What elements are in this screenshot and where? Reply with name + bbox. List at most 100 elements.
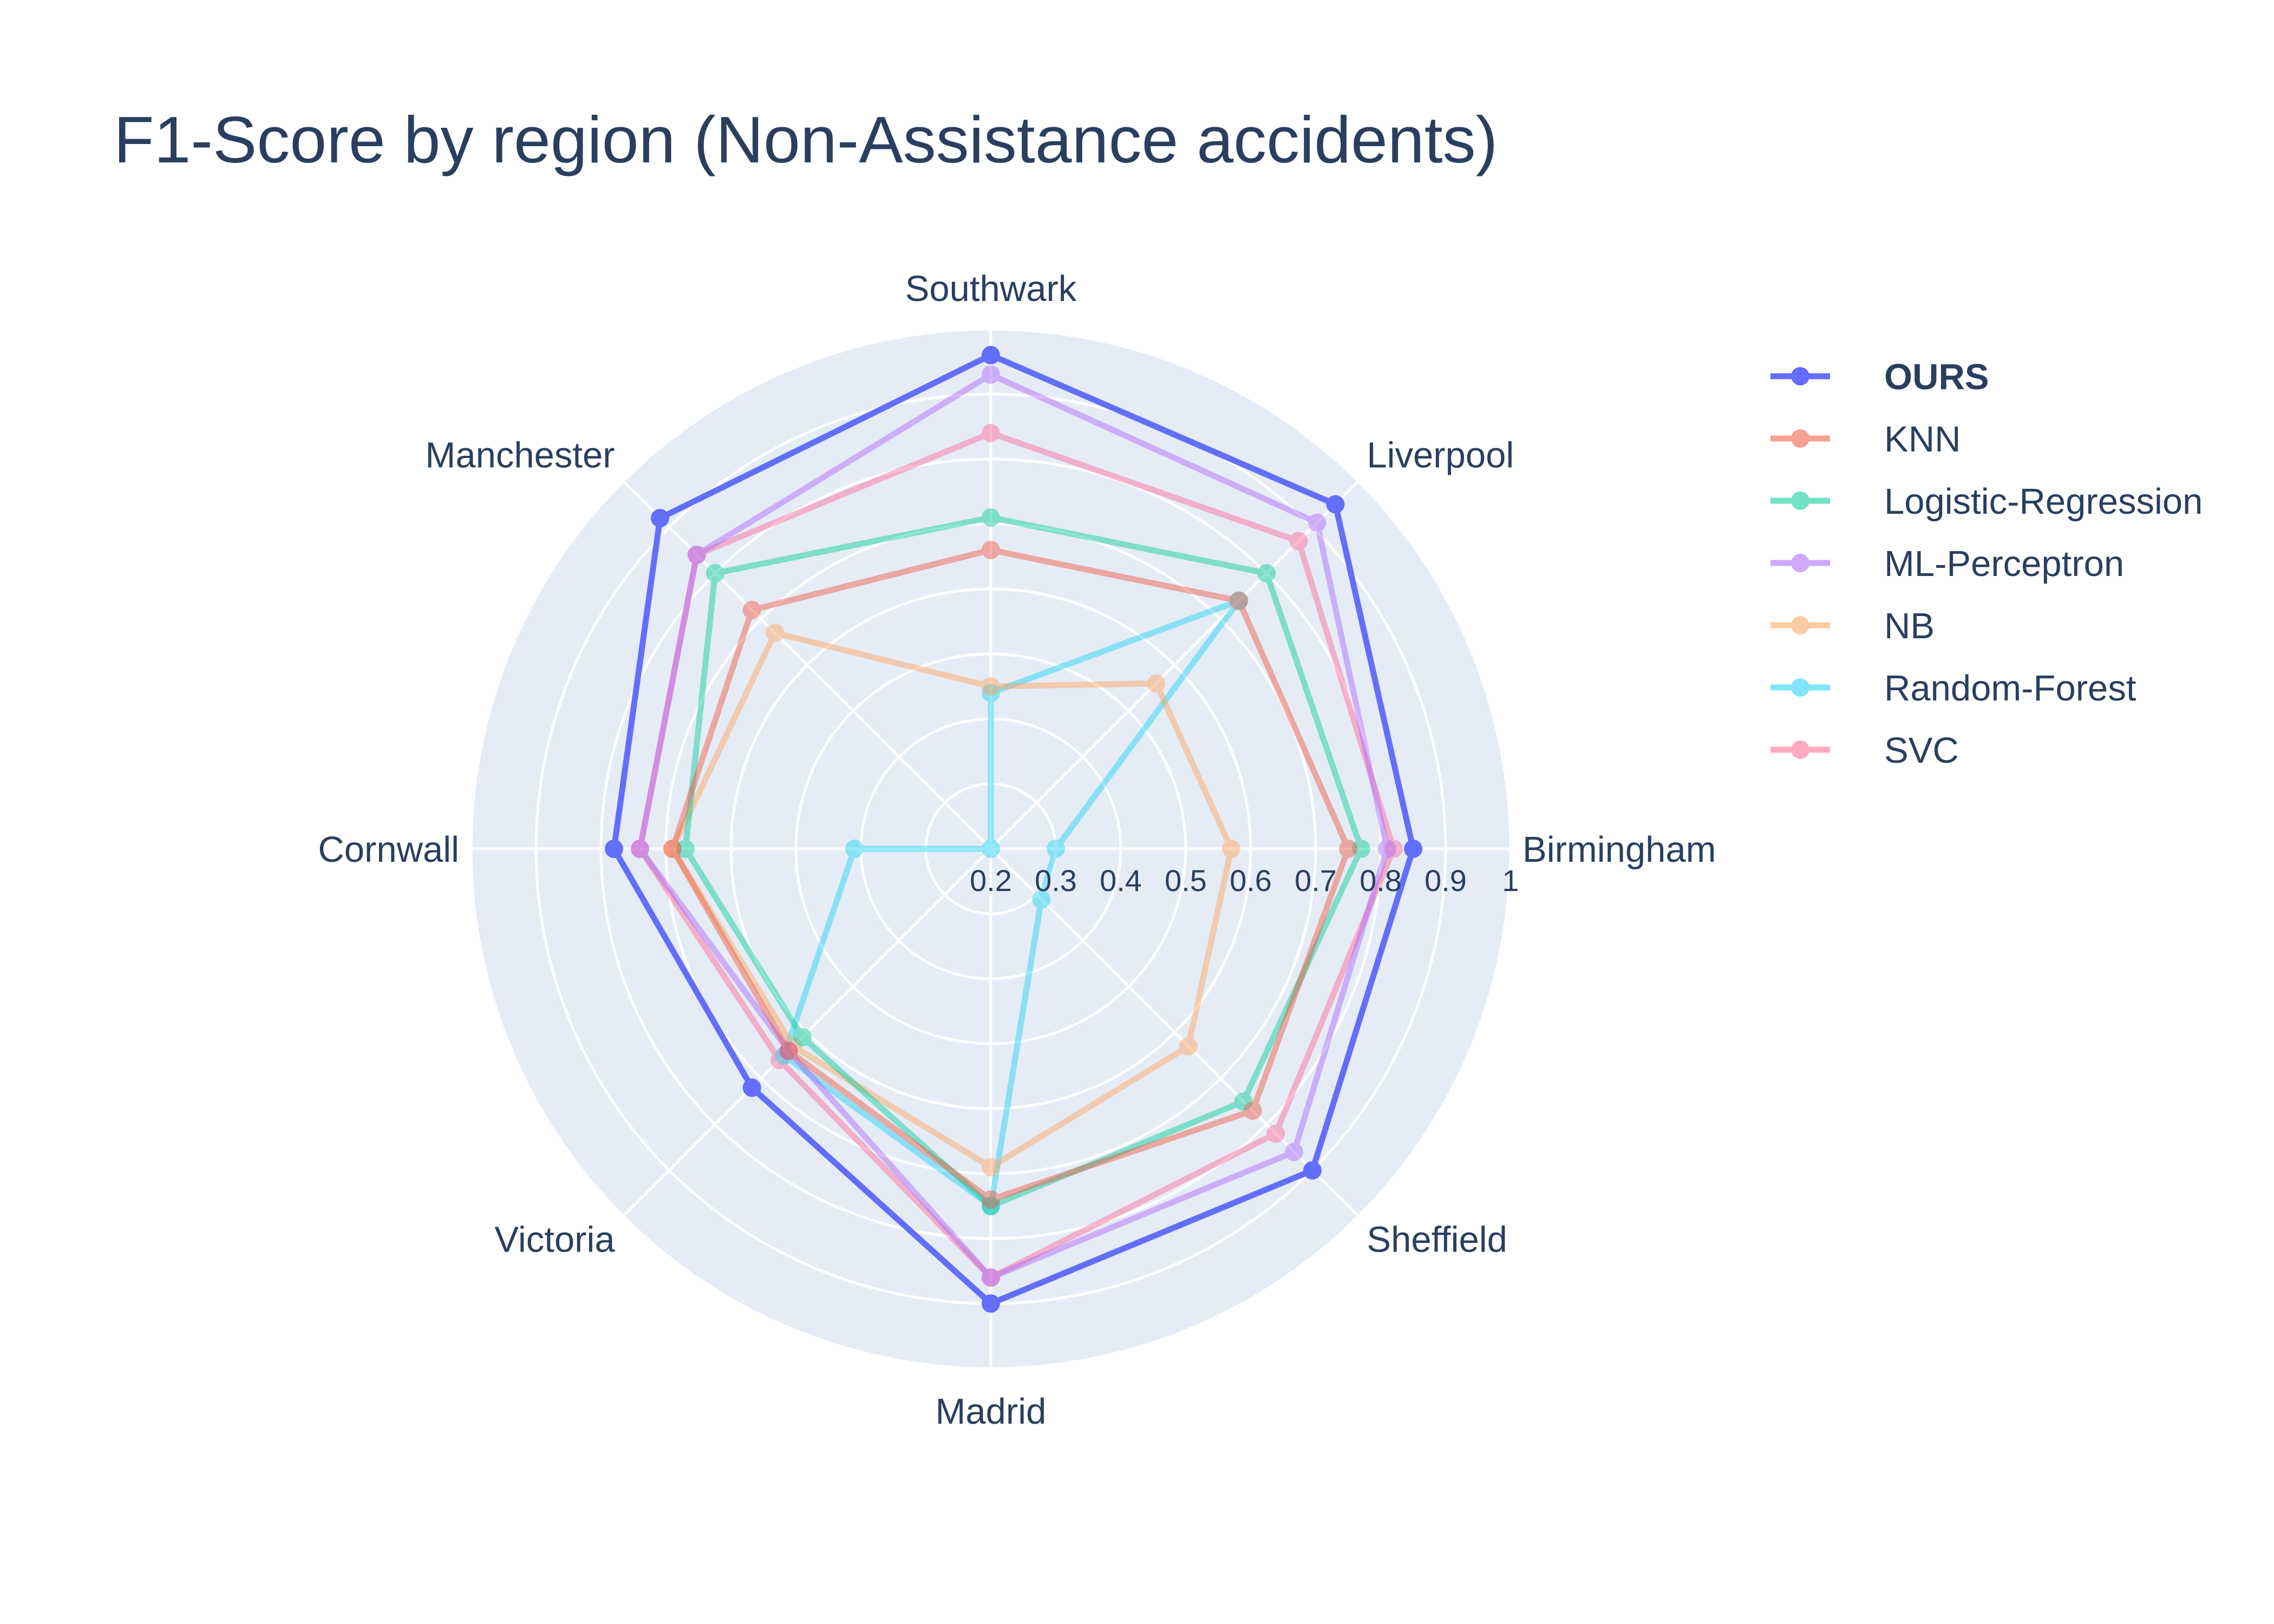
series-random-forest	[775, 591, 1249, 1215]
data-point	[742, 1078, 761, 1097]
legend-item[interactable]	[1770, 554, 1830, 572]
series-layer	[605, 346, 1422, 1313]
data-point	[793, 1027, 812, 1046]
legend-item[interactable]	[1770, 492, 1830, 510]
legend-label: Random-Forest	[1884, 668, 2136, 709]
data-point	[687, 545, 706, 564]
data-point	[982, 1197, 1000, 1215]
data-point	[1339, 840, 1357, 858]
legend-item[interactable]	[1770, 741, 1830, 759]
data-point	[779, 1042, 798, 1060]
data-point	[1289, 532, 1308, 551]
data-point	[982, 346, 1000, 364]
data-point	[1257, 564, 1276, 582]
series-svc	[631, 424, 1403, 1287]
data-point	[982, 684, 1000, 702]
category-label-southwark: Southwark	[905, 269, 1077, 309]
legend-label: SVC	[1884, 730, 1959, 771]
legend-label: OURS	[1884, 357, 1989, 397]
series-knn	[663, 541, 1357, 1209]
radial-tick-label: 0.9	[1424, 863, 1467, 898]
radial-tick-labels: 0.2 0.3 0.4 0.5 0.6 0.7 0.8 0.9 1	[970, 863, 1519, 898]
data-point	[982, 541, 1000, 559]
grid-spoke	[990, 480, 1360, 850]
legend-item[interactable]	[1770, 678, 1830, 697]
data-point	[766, 624, 785, 643]
data-point	[651, 509, 670, 528]
legend-item[interactable]	[1770, 429, 1830, 448]
data-point	[845, 840, 864, 858]
data-point	[770, 1051, 789, 1070]
category-label-madrid: Madrid	[936, 1391, 1047, 1432]
legend-label: ML-Perceptron	[1884, 543, 2124, 584]
legend-swatch-marker	[1791, 367, 1809, 385]
radial-tick-label: 0.3	[1035, 863, 1077, 898]
legend: OURS KNN Logistic-Regression ML-Perceptron N…	[1770, 357, 2203, 771]
category-label-birmingham: Birmingham	[1522, 829, 1716, 870]
data-point	[775, 1046, 794, 1065]
data-point	[676, 840, 695, 858]
legend-swatch-marker	[1791, 554, 1809, 572]
series-line	[637, 371, 1390, 1281]
radial-tick-label: 0.8	[1360, 863, 1402, 898]
data-point	[982, 1268, 1000, 1287]
data-point	[1352, 840, 1370, 858]
grid-spoke	[622, 848, 992, 1217]
data-point	[982, 365, 1000, 384]
data-point	[982, 677, 1000, 696]
data-point	[1234, 1092, 1253, 1111]
data-point	[982, 1197, 1000, 1215]
data-point	[1230, 591, 1249, 610]
series-line	[637, 430, 1397, 1281]
legend-swatch-marker	[1791, 492, 1809, 510]
data-point	[1230, 591, 1249, 610]
legend-item[interactable]	[1770, 367, 1830, 385]
category-label-manchester: Manchester	[426, 435, 615, 476]
data-point	[982, 1294, 1000, 1313]
data-point	[1179, 1037, 1198, 1056]
category-label-liverpool: Liverpool	[1367, 435, 1514, 476]
radial-tick-label: 1	[1502, 863, 1519, 898]
data-point	[742, 600, 761, 619]
data-point	[779, 1042, 798, 1060]
radial-tick-label: 0.4	[1100, 863, 1142, 898]
category-label-cornwall: Cornwall	[318, 829, 459, 870]
data-point	[1384, 840, 1403, 858]
grid-spoke	[990, 848, 1360, 1217]
data-point	[631, 840, 649, 858]
category-label-victoria: Victoria	[494, 1219, 615, 1260]
category-labels: Birmingham Liverpool Southwark Manchester Co…	[318, 269, 1716, 1432]
legend-item[interactable]	[1770, 616, 1830, 634]
data-point	[1147, 674, 1166, 693]
data-point	[663, 840, 682, 858]
series-line	[781, 598, 1242, 1209]
data-point	[982, 840, 1000, 858]
data-point	[1285, 1143, 1304, 1162]
series-line	[669, 547, 1351, 1203]
data-point	[605, 840, 623, 858]
data-point	[982, 508, 1000, 527]
series-line	[669, 630, 1234, 1170]
data-point	[1404, 840, 1422, 858]
data-point	[1326, 495, 1345, 514]
legend-label: KNN	[1884, 419, 1961, 460]
series-logistic-regression	[676, 508, 1370, 1215]
data-point	[982, 1158, 1000, 1176]
radial-tick-label: 0.7	[1295, 863, 1337, 898]
radial-tick-label: 0.2	[970, 863, 1012, 898]
data-point	[1222, 840, 1240, 858]
polar-grid	[469, 328, 1512, 1370]
data-point	[1378, 840, 1396, 858]
radial-tick-label: 0.5	[1165, 863, 1207, 898]
data-point	[1266, 1124, 1285, 1143]
chart-title: F1-Score by region (Non-Assistance accid…	[114, 103, 1498, 176]
data-point	[1303, 1161, 1322, 1180]
data-point	[1032, 890, 1051, 909]
legend-swatch-marker	[1791, 429, 1809, 448]
radial-tick-label: 0.6	[1230, 863, 1272, 898]
grid-spoke	[622, 480, 992, 850]
series-ours	[605, 346, 1422, 1313]
data-point	[982, 1190, 1000, 1209]
data-point	[982, 1268, 1000, 1287]
